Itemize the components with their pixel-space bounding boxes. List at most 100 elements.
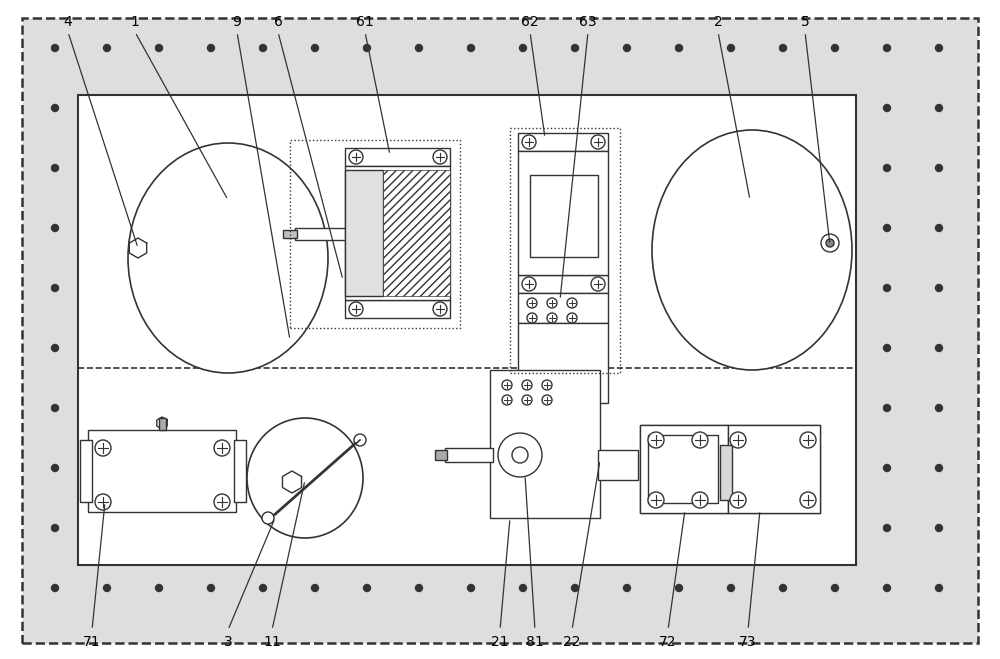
Circle shape [156,45,162,51]
Circle shape [522,277,536,291]
Bar [648,435,718,503]
Circle shape [52,105,58,111]
Circle shape [468,465,475,471]
Circle shape [728,225,734,231]
Circle shape [416,345,422,351]
Circle shape [572,525,578,532]
Circle shape [728,465,734,471]
Circle shape [728,165,734,171]
Bar [345,166,450,300]
Circle shape [416,165,422,171]
Circle shape [624,165,631,171]
Circle shape [884,585,891,592]
Circle shape [676,345,682,351]
Circle shape [52,285,58,291]
Circle shape [527,313,537,323]
Circle shape [104,225,110,231]
Bar [88,430,236,512]
Circle shape [728,285,734,291]
Circle shape [780,465,786,471]
Circle shape [780,225,786,231]
Circle shape [520,525,526,532]
Circle shape [312,405,318,411]
Circle shape [832,105,838,111]
Circle shape [52,405,58,411]
Circle shape [364,345,370,351]
Circle shape [104,105,110,111]
Circle shape [312,525,318,532]
Circle shape [591,135,605,149]
Circle shape [260,45,266,51]
Circle shape [104,525,110,532]
Circle shape [312,465,318,471]
Circle shape [416,225,422,231]
Circle shape [936,45,942,51]
Circle shape [260,345,266,351]
Circle shape [156,345,162,351]
Circle shape [936,585,942,592]
Circle shape [780,525,786,532]
Bar [490,370,600,518]
Circle shape [208,525,214,532]
Circle shape [624,345,631,351]
Circle shape [214,494,230,510]
Text: 71: 71 [83,635,101,649]
Circle shape [676,165,682,171]
Circle shape [104,165,110,171]
Circle shape [542,395,552,405]
Circle shape [728,105,734,111]
Circle shape [416,525,422,532]
Circle shape [624,585,631,592]
Circle shape [572,45,578,51]
Circle shape [624,105,631,111]
Circle shape [52,225,58,231]
Circle shape [312,585,318,592]
Circle shape [780,45,786,51]
Circle shape [104,405,110,411]
Text: 6: 6 [274,15,282,29]
Text: 22: 22 [563,635,581,649]
Bar [234,440,246,502]
Circle shape [364,45,370,51]
Text: 11: 11 [263,635,281,649]
Circle shape [567,298,577,308]
Circle shape [780,405,786,411]
Circle shape [312,165,318,171]
Circle shape [156,585,162,592]
Circle shape [156,105,162,111]
Circle shape [156,405,162,411]
Circle shape [676,285,682,291]
Circle shape [104,285,110,291]
Circle shape [884,405,891,411]
Circle shape [208,105,214,111]
Circle shape [468,285,475,291]
Circle shape [208,345,214,351]
Circle shape [104,45,110,51]
Circle shape [260,105,266,111]
Circle shape [208,585,214,592]
Circle shape [468,405,475,411]
Circle shape [936,465,942,471]
Circle shape [522,135,536,149]
Text: 3: 3 [224,635,232,649]
Circle shape [95,494,111,510]
Circle shape [104,585,110,592]
Bar [383,170,450,296]
Circle shape [262,512,274,524]
Circle shape [354,434,366,446]
Circle shape [312,105,318,111]
Circle shape [260,225,266,231]
Circle shape [433,150,447,164]
Circle shape [547,298,557,308]
Circle shape [591,277,605,291]
Bar [518,133,608,151]
Bar [78,95,856,565]
Circle shape [260,585,266,592]
Circle shape [832,165,838,171]
Text: 62: 62 [521,15,539,29]
Circle shape [416,45,422,51]
Circle shape [468,105,475,111]
Bar [345,148,450,166]
Circle shape [312,45,318,51]
Circle shape [156,165,162,171]
